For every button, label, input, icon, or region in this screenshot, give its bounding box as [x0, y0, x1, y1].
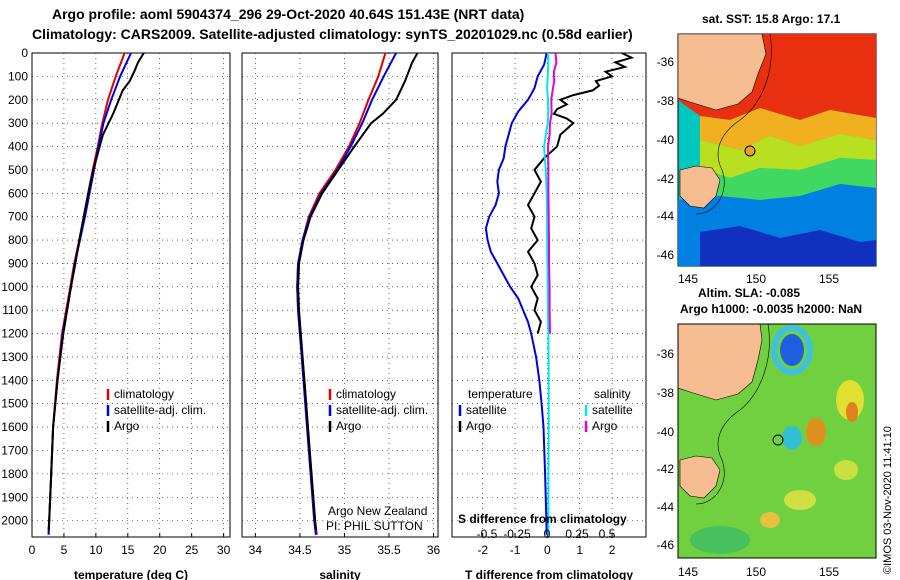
depth-tick-label: 500: [8, 163, 28, 177]
salinity-xlabel: salinity: [319, 568, 361, 580]
depth-tick-label: 400: [8, 140, 28, 154]
temperature-series-climatology: [47, 52, 126, 535]
sst-lon-label: 150: [746, 272, 766, 286]
sla-lon-label: 150: [746, 565, 766, 579]
difference-series-s-satellite: [543, 52, 550, 535]
sla-map-title-2: Argo h1000: -0.0035 h2000: NaN: [680, 302, 863, 316]
diff-legend-label: Argo: [466, 419, 492, 433]
salinity-series-satellite-adj-clim-: [296, 52, 397, 535]
difference-series-s-argo: [546, 52, 558, 334]
sst-lat-label: -40: [657, 133, 675, 147]
temperature-series-satellite-adj-clim-: [47, 52, 132, 535]
temperature-legend-label: satellite-adj. clim.: [114, 403, 206, 417]
diff-legend-label: Argo: [592, 419, 618, 433]
sst-lat-label: -36: [657, 55, 675, 69]
sla-lat-label: -44: [657, 500, 675, 514]
temperature-legend-label: climatology: [114, 387, 174, 401]
temperature-frame: [31, 52, 231, 538]
sla-lat-label: -38: [657, 386, 675, 400]
temperature-legend-label: Argo: [114, 419, 140, 433]
depth-tick-label: 600: [8, 186, 28, 200]
salinity-xtick-label: 35.5: [377, 543, 401, 557]
salinity-legend-label: Argo: [336, 419, 362, 433]
diff-legend-label: satellite: [592, 403, 633, 417]
depth-tick-label: 1900: [1, 490, 28, 504]
depth-tick-label: 200: [8, 93, 28, 107]
temperature-xtick-label: 30: [217, 543, 231, 557]
depth-tick-label: 1600: [1, 420, 28, 434]
depth-tick-label: 1500: [1, 397, 28, 411]
s-difference-tick: 0.5: [599, 527, 616, 541]
depth-tick-label: 1400: [1, 373, 28, 387]
s-difference-title: S difference from climatology: [458, 512, 627, 526]
pi-annotation: PI: PHIL SUTTON: [326, 519, 423, 533]
depth-tick-label: 700: [8, 210, 28, 224]
temperature-xtick-label: 20: [153, 543, 167, 557]
sla-lon-label: 155: [819, 565, 839, 579]
sst-lat-label: -38: [657, 94, 675, 108]
diff-legend-label: satellite: [466, 403, 507, 417]
difference-xtick-label: -1: [510, 543, 521, 557]
salinity-legend-label: climatology: [336, 387, 396, 401]
s-difference-tick: -0.25: [503, 527, 531, 541]
difference-series-t-satellite: [484, 52, 548, 535]
imos-stamp: ©IMOS 03-Nov-2020 11:41:10: [882, 426, 894, 574]
depth-tick-label: 1200: [1, 327, 28, 341]
depth-tick-label: 1300: [1, 350, 28, 364]
difference-xtick-label: 0: [544, 543, 551, 557]
depth-tick-label: 0: [21, 46, 28, 60]
title-line-1: Argo profile: aoml 5904374_296 29-Oct-20…: [52, 6, 525, 22]
salinity-xtick-label: 35: [338, 543, 352, 557]
difference-xtick-label: -2: [477, 543, 488, 557]
sst-lon-label: 155: [819, 272, 839, 286]
sst-lat-label: -44: [657, 209, 675, 223]
salinity-xtick-label: 34: [249, 543, 263, 557]
depth-tick-label: 300: [8, 116, 28, 130]
difference-series-t-argo: [526, 52, 635, 334]
depth-tick-label: 800: [8, 233, 28, 247]
depth-tick-label: 1000: [1, 280, 28, 294]
depth-tick-label: 2000: [1, 514, 28, 528]
diff-legend-salinity-title: salinity: [594, 387, 631, 401]
s-difference-tick: 0: [544, 527, 551, 541]
temperature-series-argo: [47, 52, 145, 531]
sst-lon-label: 145: [678, 272, 698, 286]
sla-lat-label: -42: [657, 462, 675, 476]
salinity-series-argo: [297, 52, 419, 531]
depth-tick-label: 900: [8, 256, 28, 270]
s-difference-tick: 0.25: [565, 527, 589, 541]
depth-tick-label: 1700: [1, 443, 28, 457]
sla-lat-label: -40: [657, 425, 675, 439]
temperature-xtick-label: 0: [29, 543, 36, 557]
difference-xtick-label: 2: [609, 543, 616, 557]
salinity-legend-label: satellite-adj. clim.: [336, 403, 428, 417]
temperature-xtick-label: 15: [121, 543, 135, 557]
salinity-xtick-label: 36: [427, 543, 441, 557]
title-line-2: Climatology: CARS2009. Satellite-adjuste…: [32, 26, 633, 42]
sla-map-title-1: Altim. SLA: -0.085: [698, 286, 801, 300]
diff-legend-temperature-title: temperature: [468, 387, 533, 401]
temperature-xtick-label: 10: [89, 543, 103, 557]
difference-xlabel: T difference from climatology: [465, 568, 633, 580]
difference-xtick-label: 1: [576, 543, 583, 557]
sla-lat-label: -46: [657, 538, 675, 552]
depth-tick-label: 100: [8, 69, 28, 83]
sst-lat-label: -42: [657, 172, 675, 186]
depth-tick-label: 1100: [2, 303, 28, 317]
sst-lat-label: -46: [657, 248, 675, 262]
temperature-xtick-label: 5: [61, 543, 68, 557]
s-difference-tick: -0.5: [477, 527, 498, 541]
temperature-xlabel: temperature (deg C): [74, 568, 188, 580]
depth-tick-label: 1800: [1, 467, 28, 481]
sst-map-title: sat. SST: 15.8 Argo: 17.1: [702, 12, 841, 26]
argo-nz-annotation: Argo New Zealand: [328, 504, 427, 518]
salinity-frame: [241, 52, 439, 538]
salinity-xtick-label: 34.5: [288, 543, 312, 557]
sla-lat-label: -36: [657, 347, 675, 361]
sla-lon-label: 145: [678, 565, 698, 579]
temperature-xtick-label: 25: [185, 543, 199, 557]
